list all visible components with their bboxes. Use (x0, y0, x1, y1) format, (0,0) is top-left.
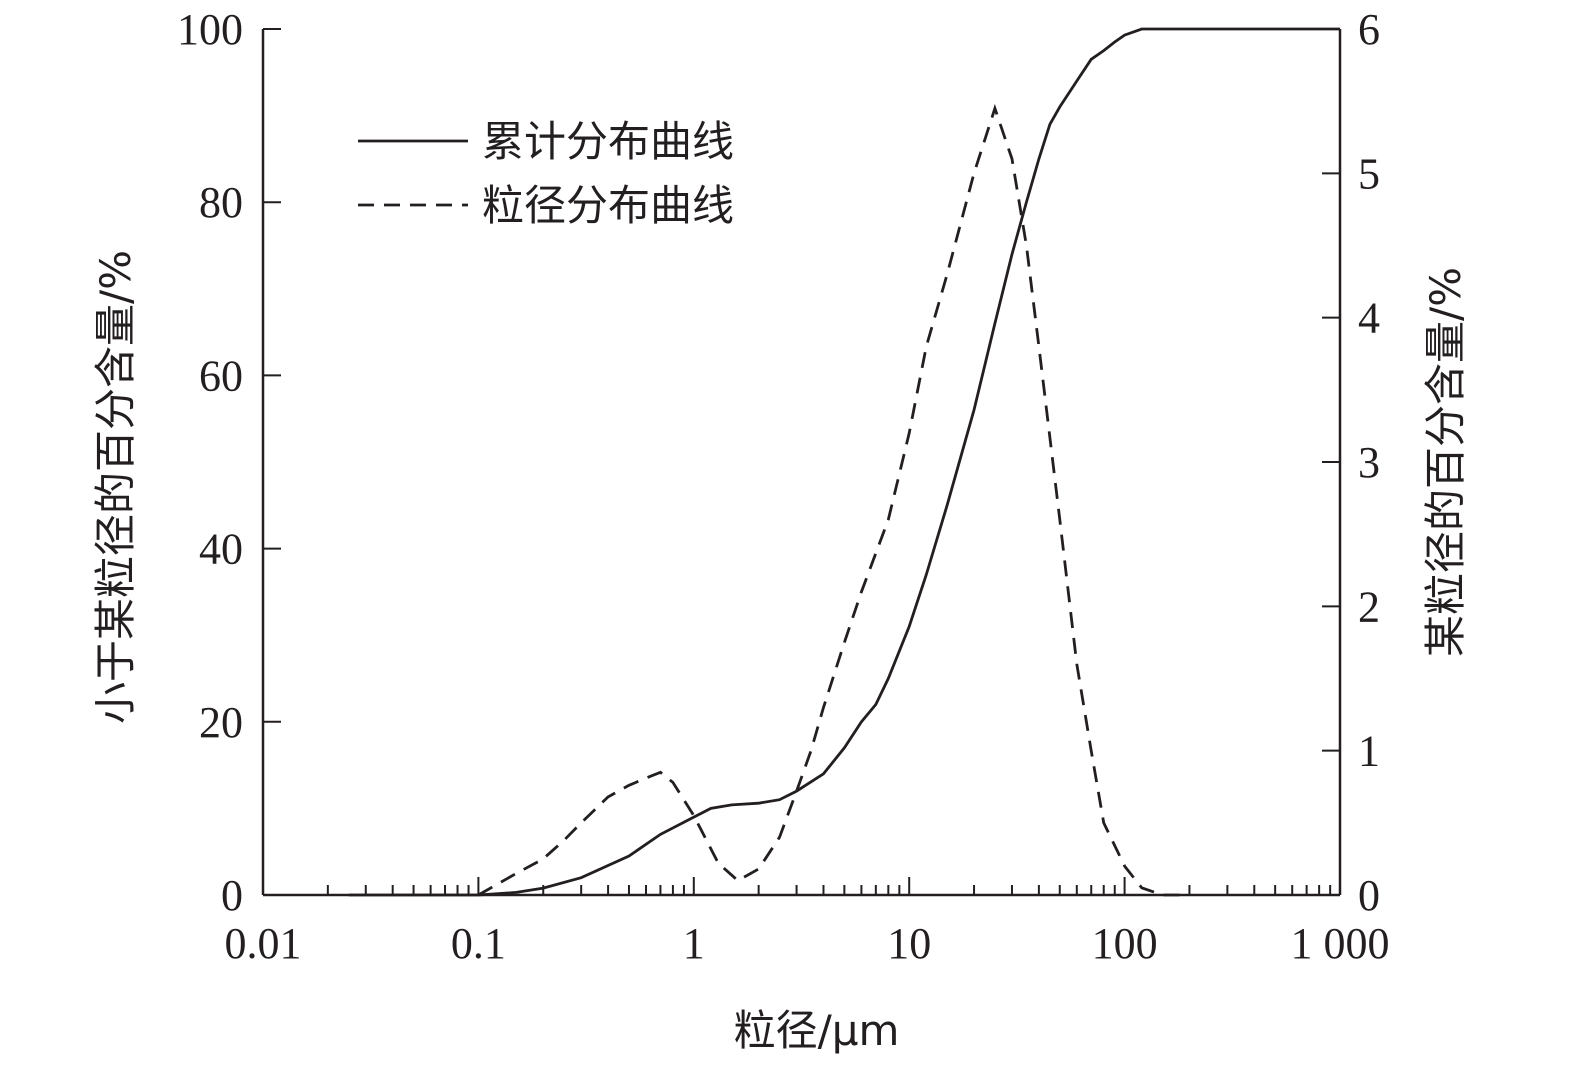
y-left-axis-title: 小于某粒径的百分含量/% (91, 250, 140, 724)
y-left-tick-label: 40 (199, 525, 243, 574)
y-right-tick-label: 3 (1358, 438, 1380, 487)
y-right-tick-label: 2 (1358, 582, 1380, 631)
curves-layer (348, 27, 1340, 897)
y-left-tick-label: 60 (199, 351, 243, 400)
series-line-particle-size (477, 103, 1180, 897)
y-right-tick-label: 4 (1358, 294, 1380, 343)
y-left-tick-label: 80 (199, 178, 243, 227)
x-tick-label: 10 (887, 919, 931, 968)
x-tick-label: 100 (1092, 919, 1158, 968)
ticks-layer (262, 28, 1341, 896)
x-tick-label: 1 (683, 919, 705, 968)
x-axis-title: 粒径/μm (734, 1006, 900, 1055)
x-tick-label: 1 000 (1291, 919, 1390, 968)
y-right-tick-label: 6 (1358, 5, 1380, 54)
x-tick-label: 0.1 (451, 919, 506, 968)
y-left-tick-label: 20 (199, 698, 243, 747)
legend-label: 粒径分布曲线 (482, 181, 734, 230)
y-left-tick-label: 0 (221, 871, 243, 920)
axes-layer (261, 29, 1342, 897)
series-line-cumulative (348, 27, 1340, 897)
y-right-tick-label: 1 (1358, 727, 1380, 776)
y-right-tick-label: 0 (1358, 871, 1380, 920)
y-left-tick-label: 100 (177, 5, 243, 54)
legend-label: 累计分布曲线 (482, 117, 734, 166)
y-right-axis-title: 某粒径的百分含量/% (1421, 267, 1470, 657)
x-tick-label: 0.01 (225, 919, 302, 968)
y-right-tick-label: 5 (1358, 149, 1380, 198)
